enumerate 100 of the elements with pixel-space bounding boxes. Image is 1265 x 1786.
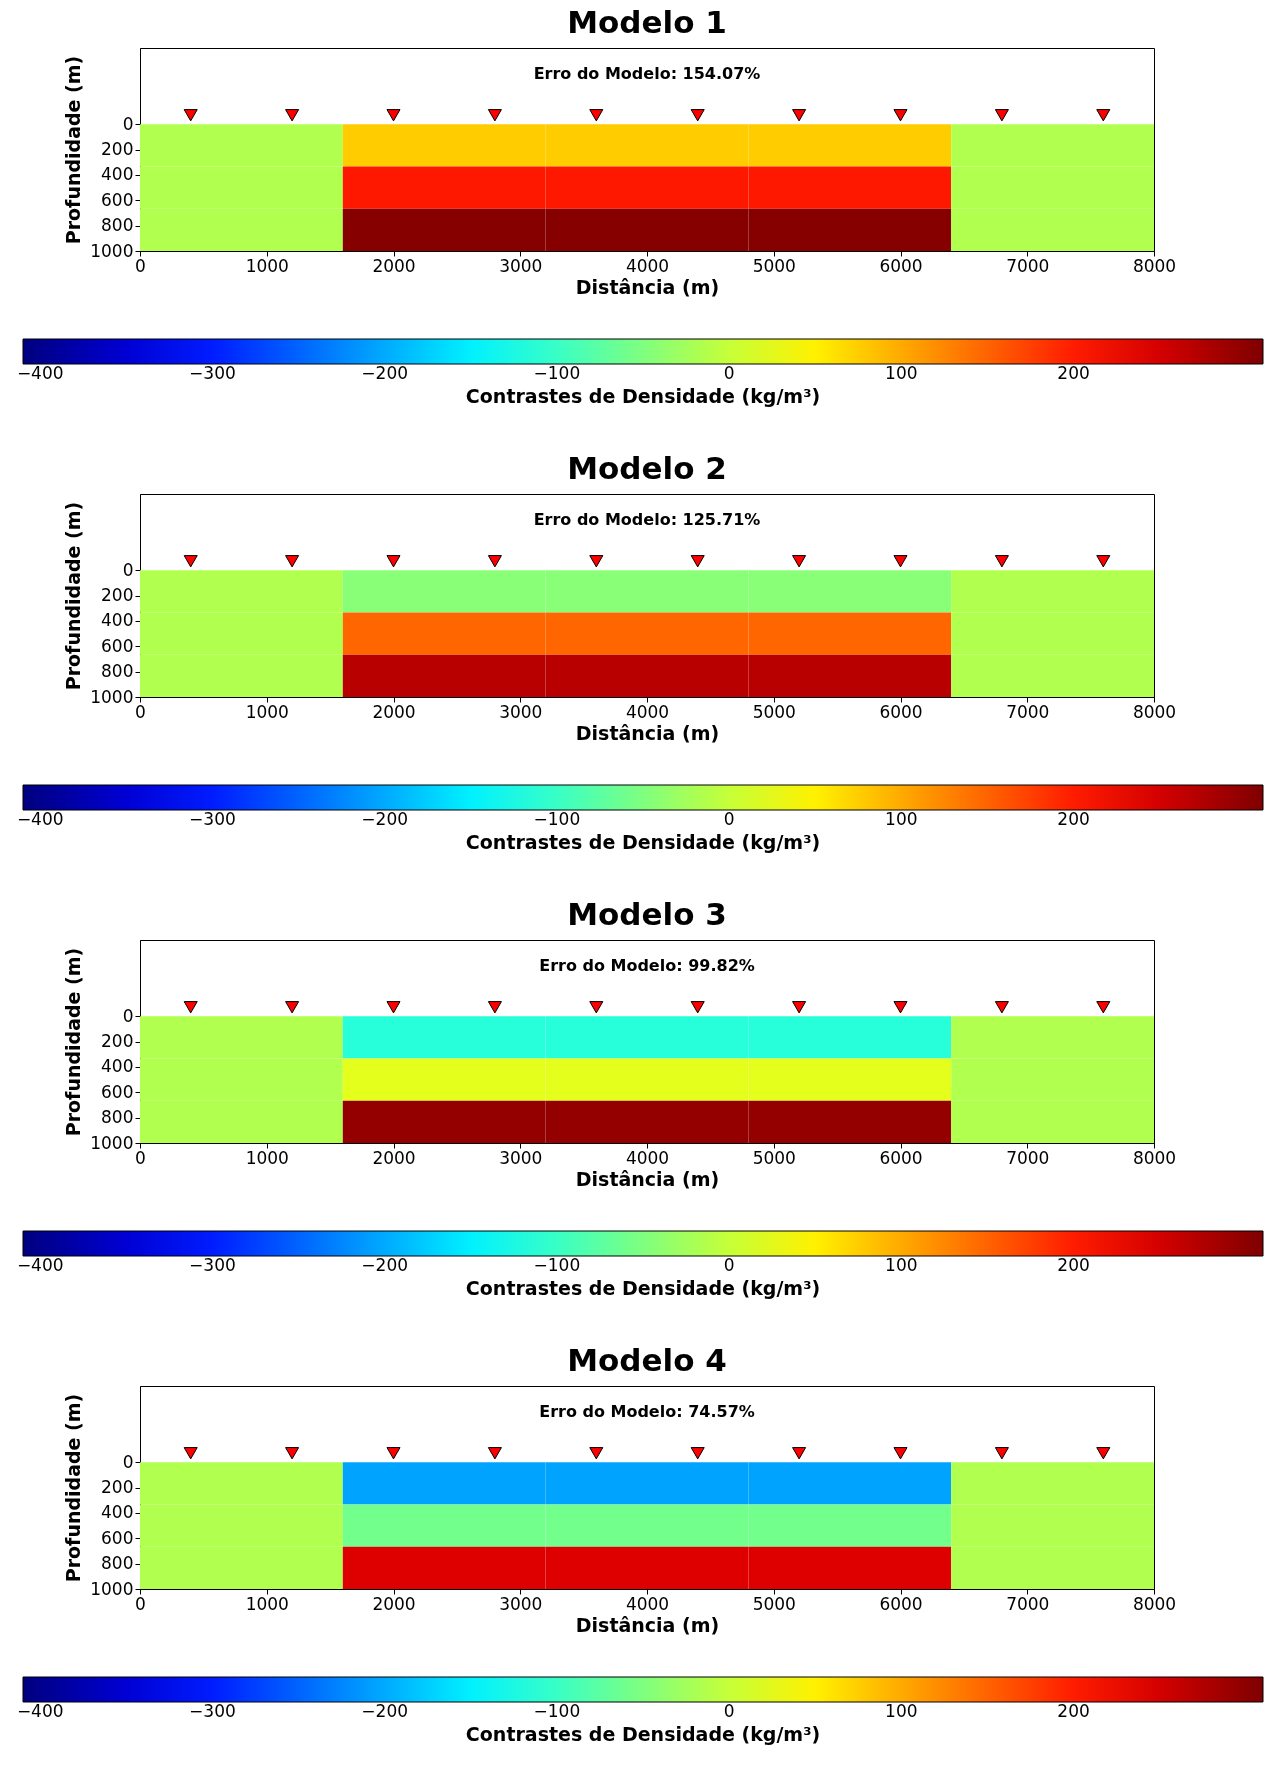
x-axis-title: Distância (m) (575, 275, 720, 298)
color-bar-label: −400 (16, 1701, 64, 1721)
x-tick-label: 8000 (1132, 1593, 1177, 1614)
color-bar-label: −300 (189, 1255, 236, 1275)
x-tick-label: 8000 (1132, 701, 1177, 722)
y-tick-label: 200 (101, 1031, 134, 1051)
color-bar-label: 200 (1057, 1701, 1090, 1721)
y-tick-label: 200 (101, 1477, 134, 1497)
x-tick-label: 2000 (372, 1593, 416, 1614)
color-bar-label: 100 (885, 363, 918, 383)
color-bar-label: −200 (361, 363, 409, 383)
color-bar-label: −300 (189, 1701, 236, 1721)
x-tick-label: 8000 (1132, 255, 1177, 276)
x-axis-title: Distância (m) (575, 1167, 720, 1190)
color-bar-label: 100 (885, 1701, 918, 1721)
color-bar-label: −400 (16, 363, 64, 383)
color-bar-label: 200 (1057, 809, 1090, 829)
chart-title: Modelo 4 (567, 1342, 727, 1378)
color-bar-label: −100 (533, 1255, 581, 1275)
chart-title: Modelo 2 (567, 450, 727, 486)
x-tick-label: 6000 (879, 255, 923, 276)
x-tick-label: 7000 (1006, 1147, 1050, 1168)
y-tick-label: 1000 (90, 1578, 134, 1599)
y-tick-label: 600 (101, 189, 134, 210)
color-bar-label: −100 (533, 1701, 581, 1721)
y-tick-label: 400 (101, 610, 134, 631)
y-axis-title: Profundidade (m) (62, 1393, 85, 1583)
color-bar-label: −200 (361, 1701, 409, 1721)
y-tick-label: 400 (101, 1502, 134, 1523)
color-bar-title: Contrastes de Densidade (kg/m³) (465, 831, 821, 853)
annotation: Erro do Modelo: 154.07% (533, 64, 761, 83)
x-tick-label: 4000 (625, 1593, 670, 1614)
annotation: Erro do Modelo: 99.82% (539, 956, 755, 975)
x-axis-title: Distância (m) (575, 1613, 720, 1636)
y-tick-label: 200 (101, 139, 134, 159)
y-tick-label: 600 (101, 1527, 134, 1548)
x-tick-label: 1000 (245, 1147, 289, 1168)
color-bar-label: 200 (1057, 1255, 1090, 1275)
x-tick-label: 5000 (752, 255, 796, 276)
x-tick-label: 8000 (1132, 1147, 1177, 1168)
color-bar-label: 0 (723, 363, 735, 383)
x-tick-label: 7000 (1006, 1593, 1050, 1614)
x-tick-label: 6000 (879, 1147, 923, 1168)
x-tick-label: 4000 (625, 701, 670, 722)
x-tick-label: 6000 (879, 1593, 923, 1614)
y-tick-label: 800 (101, 215, 134, 236)
x-tick-label: 7000 (1006, 255, 1050, 276)
y-tick-label: 1000 (90, 686, 134, 707)
x-tick-label: 3000 (499, 1593, 543, 1614)
x-tick-label: 3000 (499, 701, 543, 722)
y-axis-title: Profundidade (m) (62, 947, 85, 1137)
y-tick-label: 600 (101, 635, 134, 656)
y-tick-label: 0 (122, 113, 134, 134)
color-bar-label: 0 (723, 1701, 735, 1721)
color-bar-label: 100 (885, 809, 918, 829)
x-tick-label: 2000 (372, 701, 416, 722)
y-tick-label: 200 (101, 585, 134, 605)
color-bar-label: 100 (885, 1255, 918, 1275)
annotation: Erro do Modelo: 74.57% (539, 1402, 755, 1421)
chart-title: Modelo 1 (567, 4, 727, 40)
y-tick-label: 800 (101, 661, 134, 682)
y-tick-label: 400 (101, 164, 134, 185)
color-bar-label: −200 (361, 809, 409, 829)
y-tick-label: 0 (122, 559, 134, 580)
x-tick-label: 2000 (372, 1147, 416, 1168)
y-tick-label: 800 (101, 1107, 134, 1128)
x-tick-label: 3000 (499, 255, 543, 276)
color-bar-label: −400 (16, 1255, 64, 1275)
y-tick-label: 0 (122, 1451, 134, 1472)
x-tick-label: 3000 (499, 1147, 543, 1168)
color-bar-title: Contrastes de Densidade (kg/m³) (465, 1277, 821, 1299)
y-tick-label: 1000 (90, 240, 134, 261)
x-tick-label: 4000 (625, 255, 670, 276)
y-axis-title: Profundidade (m) (62, 55, 85, 245)
color-bar-label: −300 (189, 809, 236, 829)
color-bar-title: Contrastes de Densidade (kg/m³) (465, 1723, 821, 1745)
y-tick-label: 800 (101, 1553, 134, 1574)
y-axis-title: Profundidade (m) (62, 501, 85, 691)
annotation: Erro do Modelo: 125.71% (533, 510, 761, 529)
y-tick-label: 0 (122, 1005, 134, 1026)
x-tick-label: 1000 (245, 701, 289, 722)
x-tick-label: 5000 (752, 1593, 796, 1614)
x-tick-label: 1000 (245, 1593, 289, 1614)
x-tick-label: 5000 (752, 701, 796, 722)
y-tick-label: 400 (101, 1056, 134, 1077)
x-tick-label: 7000 (1006, 701, 1050, 722)
x-axis-title: Distância (m) (575, 721, 720, 744)
x-tick-label: 6000 (879, 701, 923, 722)
color-bar-label: −400 (16, 809, 64, 829)
x-tick-label: 2000 (372, 255, 416, 276)
color-bar-label: −100 (533, 809, 581, 829)
y-tick-label: 1000 (90, 1132, 134, 1153)
chart-title: Modelo 3 (567, 896, 727, 932)
x-tick-label: 4000 (625, 1147, 670, 1168)
color-bar-title: Contrastes de Densidade (kg/m³) (465, 385, 821, 407)
y-tick-label: 600 (101, 1081, 134, 1102)
x-tick-label: 5000 (752, 1147, 796, 1168)
color-bar-label: 200 (1057, 363, 1090, 383)
color-bar-label: −100 (533, 363, 581, 383)
color-bar-label: −200 (361, 1255, 409, 1275)
